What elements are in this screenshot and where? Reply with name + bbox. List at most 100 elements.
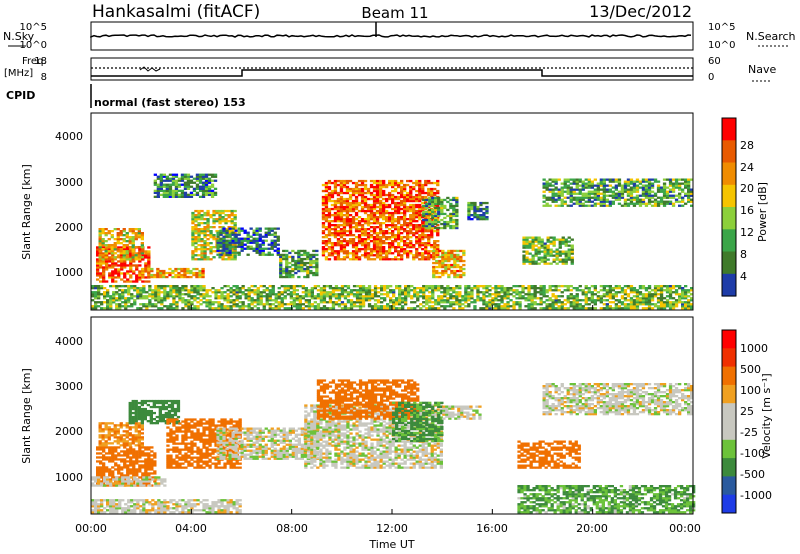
power-cells-cell-0 — [108, 276, 112, 279]
power-cells-cell-13 — [539, 291, 543, 294]
power-cells-cell-7 — [363, 250, 368, 253]
power-cells-cell-13 — [395, 301, 399, 304]
power-cells-cell-0 — [108, 272, 112, 275]
power-cells-cell-4 — [228, 247, 232, 250]
power-cells-cell-0 — [147, 266, 151, 269]
power-cells-cell-12 — [593, 204, 597, 207]
power-cells-cell-7 — [372, 238, 377, 241]
power-cells-cell-7 — [415, 211, 419, 215]
power-cells-cell-13 — [364, 289, 369, 292]
power-cells-cell-13 — [644, 293, 649, 296]
power-cells-cell-7 — [369, 230, 374, 233]
power-cells-cell-0 — [102, 270, 106, 273]
power-cells-cell-13 — [160, 307, 164, 310]
power-cells-cell-12 — [608, 178, 612, 181]
power-cells-cell-11 — [558, 250, 562, 253]
power-cells-cell-13 — [364, 295, 369, 298]
power-cells-cell-13 — [127, 285, 131, 288]
power-cells-cell-13 — [148, 303, 152, 306]
power-cells-cell-7 — [330, 250, 335, 253]
power-cells-cell-11 — [549, 248, 553, 251]
power-cells-cell-13 — [151, 305, 155, 308]
power-cells-cell-13 — [449, 297, 453, 300]
power-cells-cell-7 — [397, 244, 401, 247]
power-cells-cell-13 — [250, 289, 254, 292]
power-cells-cell-7 — [391, 230, 395, 233]
power-cells-cell-12 — [668, 182, 673, 185]
power-cells-cell-6 — [285, 275, 289, 279]
power-cells-cell-5 — [204, 185, 209, 188]
power-cells-cell-7 — [327, 207, 332, 211]
power-cells-cell-7 — [351, 226, 356, 229]
power-cells-cell-4 — [270, 247, 274, 250]
power-cells-cell-8 — [431, 208, 435, 212]
power-cells-cell-1 — [116, 242, 120, 245]
power-cells-cell-5 — [198, 173, 203, 176]
power-cells-cell-13 — [238, 297, 242, 300]
power-cells-cell-5 — [162, 193, 166, 196]
power-cells-cell-12 — [596, 198, 600, 201]
power-cells-cell-13 — [632, 287, 637, 290]
power-cells-cell-0 — [114, 270, 118, 273]
power-cells-cell-13 — [521, 297, 525, 300]
power-cells-cell-10 — [479, 216, 483, 219]
power-cells-cell-13 — [91, 295, 95, 298]
power-cells-cell-0 — [123, 262, 127, 265]
power-cells-cell-5 — [183, 193, 188, 196]
power-cells-cell-3 — [203, 250, 207, 253]
power-cells-cell-8 — [428, 226, 432, 230]
power-cells-cell-3 — [200, 240, 204, 243]
power-cells-cell-4 — [237, 241, 241, 244]
power-cells-cell-7 — [400, 179, 404, 183]
power-cells-cell-13 — [172, 285, 176, 288]
noise-right-label: N.Search — [746, 30, 796, 43]
power-cells-cell-13 — [587, 299, 591, 302]
power-cells-cell-10 — [479, 218, 483, 221]
power-cells-cell-13 — [373, 295, 378, 298]
power-cells-cell-13 — [226, 297, 230, 300]
power-cells-cell-13 — [355, 291, 360, 294]
power-cells-cell-13 — [214, 289, 218, 292]
power-cells-cell-13 — [497, 305, 501, 308]
power-cells-cell-13 — [662, 297, 667, 300]
power-cells-cell-7 — [412, 214, 416, 217]
power-cells-cell-13 — [175, 305, 179, 308]
power-cells-cell-3 — [206, 258, 210, 261]
power-cells-cell-7 — [345, 230, 350, 233]
power-cells-cell-13 — [235, 287, 239, 290]
power-cells-cell-7 — [394, 218, 398, 221]
power-cells-cell-13 — [187, 295, 191, 298]
power-cells-cell-13 — [485, 285, 489, 288]
noise-left-tick-bottom: 10^0 — [20, 40, 47, 51]
power-cells-cell-12 — [542, 182, 546, 185]
power-cells-cell-2 — [147, 267, 151, 271]
power-cells-cell-13 — [307, 289, 311, 292]
power-cells-cell-7 — [382, 211, 386, 215]
power-cells-cell-7 — [345, 181, 350, 185]
power-cells-cell-3 — [212, 220, 216, 223]
power-cells-cell-7 — [394, 203, 398, 207]
power-cells-cell-13 — [97, 289, 101, 292]
power-cells-cell-13 — [545, 303, 549, 306]
power-cells-cell-1 — [131, 230, 135, 233]
power-cells-cell-6 — [285, 261, 289, 265]
power-cells-cell-13 — [220, 287, 224, 290]
power-cells-cell-5 — [171, 195, 176, 198]
power-cells-cell-13 — [620, 297, 625, 300]
power-cells-cell-7 — [321, 242, 326, 245]
power-cells-cell-7 — [333, 207, 338, 211]
power-cells-cell-7 — [336, 250, 341, 253]
power-cells-cell-13 — [193, 287, 197, 290]
power-cells-cell-7 — [415, 236, 419, 239]
power-cells-cell-0 — [147, 264, 151, 267]
power-cells-cell-3 — [191, 244, 195, 247]
power-cells-cell-8 — [443, 198, 447, 202]
power-cells-cell-13 — [605, 291, 609, 294]
power-cells-cell-3 — [209, 252, 213, 255]
power-cells-cell-13 — [452, 307, 456, 310]
power-cells-cell-3 — [230, 226, 234, 229]
power-cells-cell-13 — [608, 289, 612, 292]
power-cells-cell-13 — [626, 295, 631, 298]
power-cells-cell-13 — [563, 307, 567, 310]
noise-left-tick-top: 10^5 — [20, 22, 47, 33]
